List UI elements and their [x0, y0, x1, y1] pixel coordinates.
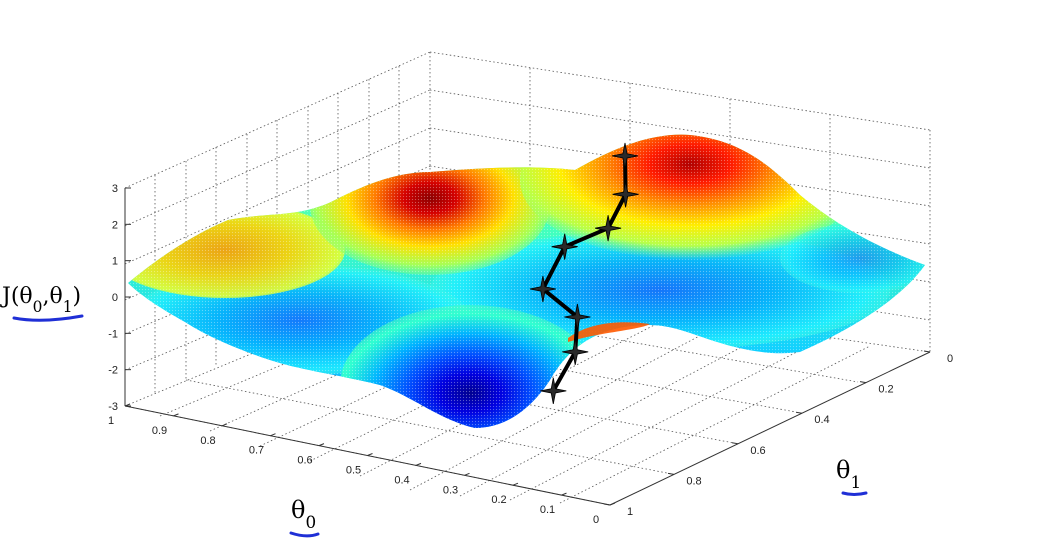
theta1-tick-label: 1	[627, 506, 633, 518]
theta1-tick-label: 0.8	[686, 475, 701, 487]
theta1-tick-mark	[795, 411, 803, 414]
theta0-tick-mark	[270, 433, 276, 437]
descent-step-marker	[564, 303, 591, 331]
descent-step-marker	[529, 275, 556, 303]
theta0-tick-mark	[173, 413, 179, 417]
z-axis-label: J(θ0,θ1)	[0, 284, 81, 316]
theta1-tick-label: 0.6	[750, 445, 765, 457]
gradient-descent-path	[529, 142, 639, 404]
theta0-tick-mark	[561, 492, 567, 496]
descent-step-marker	[611, 142, 639, 169]
theta1-tick-mark	[603, 503, 611, 506]
theta0-tick-label: 0.7	[249, 445, 264, 457]
theta0-tick-label: 0.2	[491, 494, 506, 506]
theta0-tick-label: 1	[108, 415, 114, 427]
theta0-axis-ticks: 1 0.9 0.8 0.7 0.6 0.5 0.4 0.3 0.2 0.1 0	[108, 403, 616, 526]
z-tick-label: -1	[108, 328, 118, 340]
z-tick-label: 3	[112, 183, 118, 195]
descent-step-marker	[540, 377, 567, 404]
z-axis-ticks: 3 2 1 0 -1 -2 -3	[108, 183, 131, 413]
z-tick-label: -2	[108, 365, 118, 377]
theta0-tick-label: 0	[593, 514, 599, 526]
z-tick-label: 2	[112, 219, 118, 231]
theta0-tick-mark	[464, 472, 470, 476]
theta1-tick-label: 0.2	[878, 384, 893, 396]
theta0-tick-label: 0.8	[200, 435, 215, 447]
theta1-axis-label: θ1	[836, 456, 861, 492]
z-tick-label: 0	[112, 292, 118, 304]
theta1-tick-mark	[667, 472, 675, 475]
theta1-tick-mark	[923, 350, 931, 353]
z-tick-label: -3	[108, 401, 118, 413]
descent-step-marker	[595, 215, 622, 242]
theta0-tick-label: 0.3	[443, 484, 458, 496]
theta0-axis-label: θ0	[291, 496, 316, 532]
theta0-tick-mark	[415, 462, 422, 466]
theta0-tick-label: 0.4	[394, 474, 409, 486]
descent-step-marker	[612, 181, 639, 208]
theta0-tick-label: 0.9	[152, 425, 167, 437]
theta0-tick-mark	[512, 482, 519, 486]
theta0-tick-label: 0.1	[540, 504, 555, 516]
descent-step-marker	[562, 338, 589, 365]
cost-surface	[128, 134, 925, 428]
theta1-label-underline	[841, 491, 868, 496]
theta1-tick-mark	[731, 442, 739, 445]
theta0-tick-mark	[609, 502, 616, 506]
theta0-tick-mark	[124, 403, 131, 407]
surface-fold-edge	[568, 322, 650, 342]
theta1-tick-label: 0.4	[814, 414, 829, 426]
theta1-axis-ticks: 0 0.2 0.4 0.6 0.8 1	[603, 350, 953, 518]
theta1-tick-mark	[859, 381, 867, 384]
theta0-tick-label: 0.6	[297, 455, 312, 467]
theta0-label-underline	[289, 531, 320, 538]
theta0-tick-mark	[318, 443, 325, 447]
theta1-tick-label: 0	[947, 353, 953, 365]
z-label-underline	[12, 314, 84, 322]
theta0-tick-mark	[221, 423, 228, 427]
z-tick-label: 1	[112, 256, 118, 268]
descent-step-marker	[551, 233, 578, 260]
theta0-tick-label: 0.5	[346, 465, 361, 477]
theta0-tick-mark	[367, 453, 373, 456]
